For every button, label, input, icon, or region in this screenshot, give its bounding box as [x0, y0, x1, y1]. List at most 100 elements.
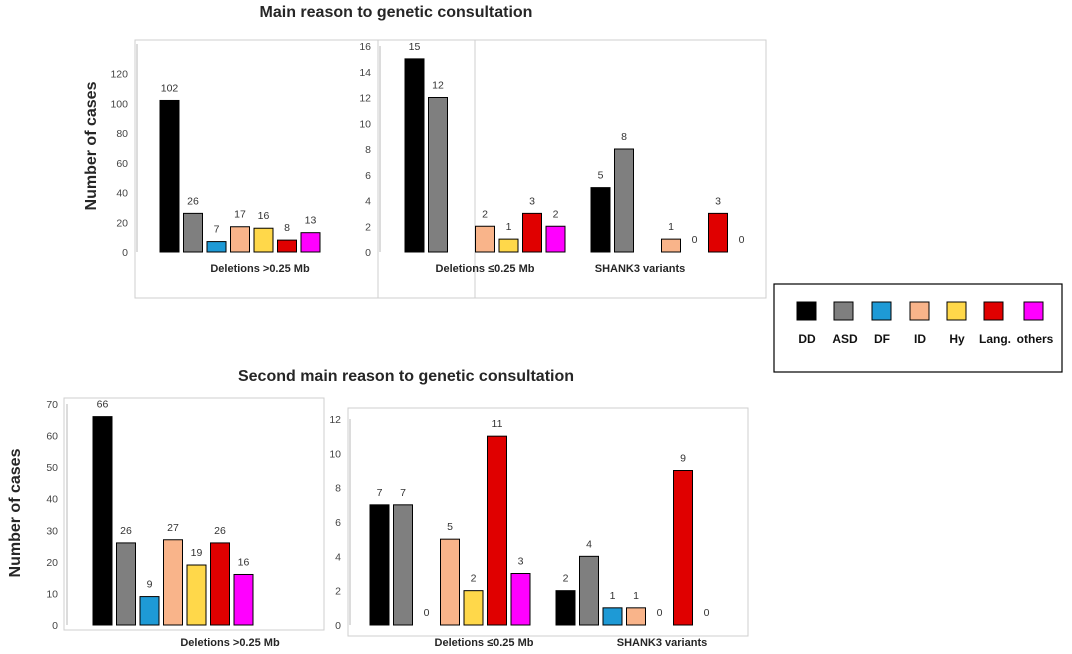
y-tick-label: 12 [329, 414, 341, 426]
chart-title: Main reason to genetic consultation [260, 4, 533, 21]
y-tick-label: 20 [116, 217, 128, 229]
category-label: Deletions >0.25 Mb [180, 637, 280, 649]
y-tick-label: 80 [116, 128, 128, 140]
data-label: 0 [739, 234, 745, 246]
legend-swatch-df [871, 301, 892, 321]
bar-df [139, 596, 160, 626]
y-tick-label: 60 [116, 158, 128, 170]
data-label: 26 [187, 195, 199, 207]
chart-main-large: Main reason to genetic consultation Numbe… [83, 4, 533, 299]
y-axis-label: Number of cases [7, 448, 24, 577]
chart-frame [63, 397, 325, 631]
y-tick-label: 40 [46, 494, 58, 506]
data-label: 2 [471, 573, 477, 585]
data-label: 2 [482, 208, 488, 220]
bar-id [475, 225, 495, 253]
bar-hy [186, 564, 207, 626]
data-label: 0 [692, 234, 698, 246]
legend-swatch-asd [833, 301, 854, 321]
legend-swatch-dd [796, 301, 817, 321]
bar-id [661, 238, 681, 253]
legend-label-id: ID [914, 332, 926, 346]
bar-asd [614, 148, 634, 253]
y-tick-label: 0 [52, 620, 58, 632]
data-label: 0 [657, 607, 663, 619]
data-label: 2 [563, 573, 569, 585]
data-label: 3 [529, 195, 535, 207]
category-label: Deletions ≤0.25 Mb [436, 263, 535, 275]
data-label: 9 [147, 579, 153, 591]
data-label: 16 [238, 556, 250, 568]
y-tick-label: 14 [359, 67, 371, 79]
legend-label-lang: Lang. [979, 332, 1011, 346]
y-tick-label: 20 [46, 557, 58, 569]
data-label: 11 [492, 418, 503, 430]
bar-dd [159, 99, 180, 253]
bar-id [440, 538, 460, 626]
data-label: 13 [305, 215, 317, 227]
data-label: 16 [258, 210, 270, 222]
legend: DD ASD DF ID Hy Lang. others [773, 283, 1063, 373]
y-tick-label: 4 [335, 551, 341, 563]
data-label: 12 [432, 80, 444, 92]
data-label: 4 [586, 538, 592, 550]
bar-df [206, 241, 227, 253]
data-label: 5 [598, 170, 604, 182]
data-label: 1 [668, 221, 674, 233]
y-tick-label: 2 [365, 221, 371, 233]
data-label: 3 [518, 556, 524, 568]
chart-second-large: Second main reason to genetic consultati… [7, 368, 574, 649]
legend-label-others: others [1017, 332, 1054, 346]
y-axis-label: Number of cases [83, 81, 100, 210]
bar-dd [590, 187, 611, 253]
bar-df [602, 607, 623, 626]
data-label: 8 [284, 222, 290, 234]
data-label: 1 [506, 221, 512, 233]
bar-hy [463, 590, 484, 626]
y-tick-label: 10 [46, 588, 58, 600]
data-label: 19 [191, 547, 203, 559]
legend-label-dd: DD [798, 332, 816, 346]
bar-lang [522, 212, 542, 253]
bar-hy [253, 227, 274, 253]
bar-lang [487, 435, 507, 626]
y-tick-label: 16 [359, 41, 371, 53]
legend-label-hy: Hy [949, 332, 965, 346]
data-label: 0 [424, 607, 430, 619]
legend-swatch-others [1023, 301, 1044, 321]
bar-asd [579, 555, 599, 626]
y-tick-label: 6 [335, 517, 341, 529]
y-tick-label: 4 [365, 196, 371, 208]
y-tick-label: 30 [46, 525, 58, 537]
y-tick-label: 6 [365, 170, 371, 182]
y-tick-label: 0 [365, 247, 371, 259]
data-label: 1 [610, 590, 616, 602]
bar-lang [210, 542, 230, 626]
y-tick-label: 8 [365, 144, 371, 156]
data-label: 7 [400, 487, 406, 499]
y-tick-label: 70 [46, 399, 58, 411]
bar-lang [708, 212, 728, 253]
y-tick-label: 0 [122, 247, 128, 259]
bar-id [626, 607, 646, 626]
chart-title: Second main reason to genetic consultati… [238, 368, 574, 385]
category-label: Deletions ≤0.25 Mb [435, 637, 534, 649]
data-label: 17 [234, 209, 246, 221]
bar-lang [673, 470, 693, 626]
bar-asd [116, 542, 136, 626]
data-label: 1 [633, 590, 639, 602]
data-label: 5 [447, 521, 453, 533]
bar-dd [92, 416, 113, 626]
y-tick-label: 50 [46, 462, 58, 474]
bar-others [300, 232, 321, 253]
bar-others [510, 573, 531, 626]
y-tick-label: 100 [110, 98, 128, 110]
data-label: 7 [214, 224, 220, 236]
y-tick-label: 12 [359, 93, 371, 105]
bar-others [233, 573, 254, 626]
legend-label-df: DF [874, 332, 890, 346]
legend-swatch-hy [946, 301, 967, 321]
y-tick-label: 8 [335, 483, 341, 495]
